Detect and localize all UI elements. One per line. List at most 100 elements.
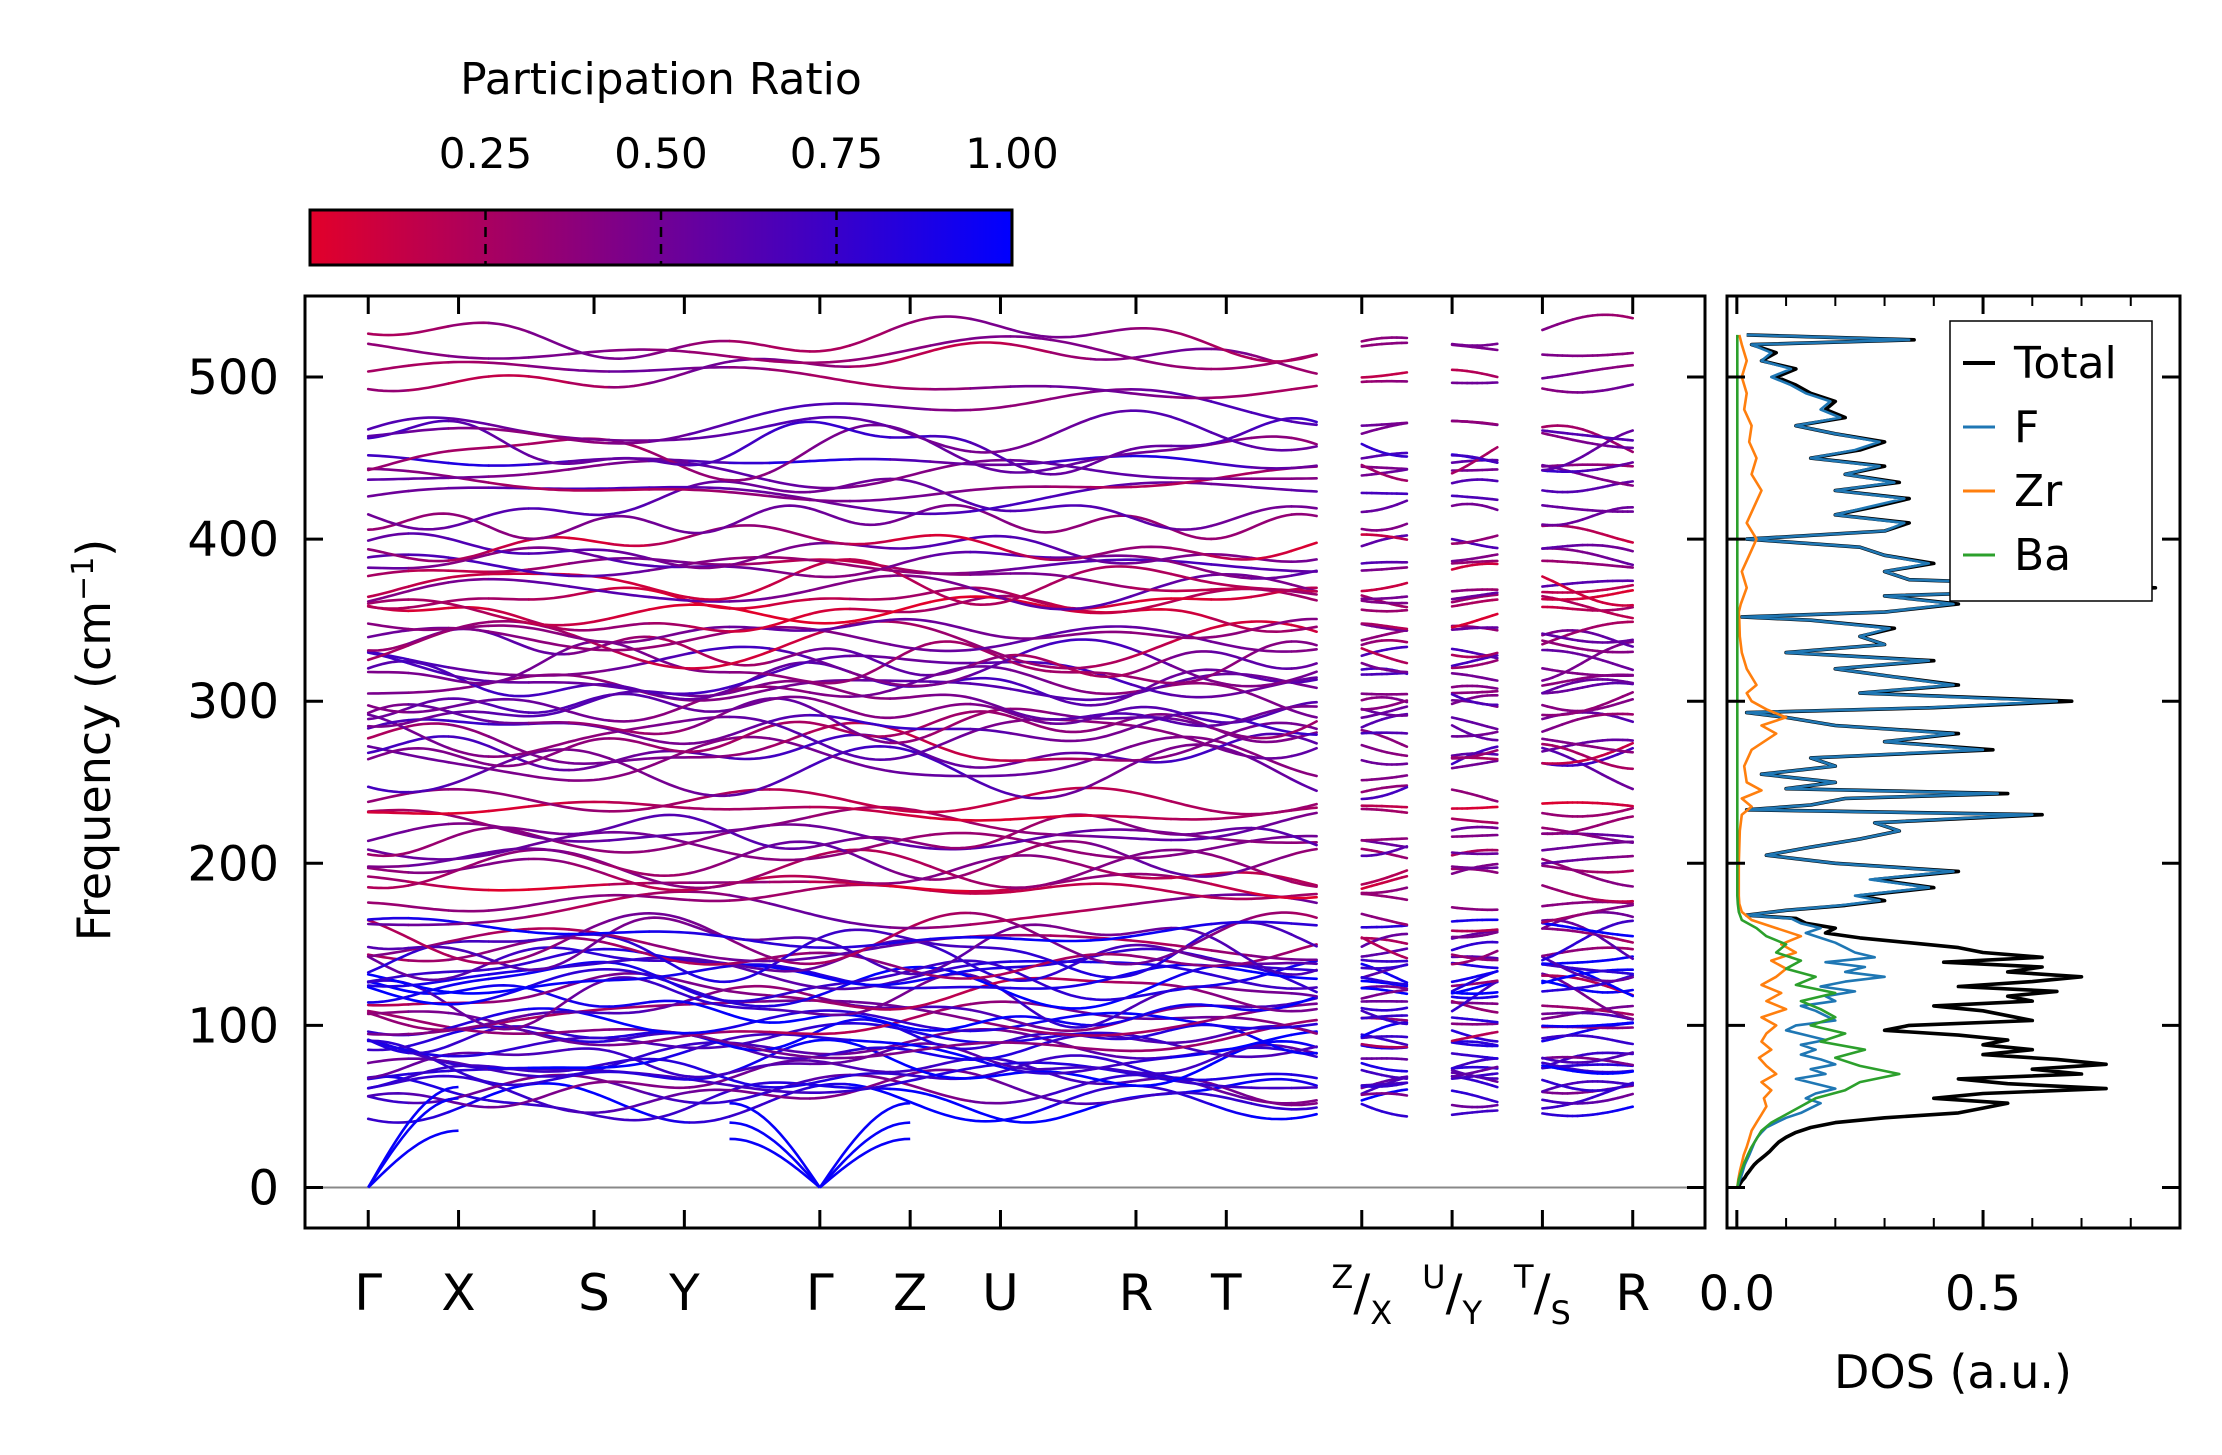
- phonon-branch: [1626, 698, 1634, 702]
- phonon-branch: [1290, 877, 1318, 887]
- phonon-branch: [647, 703, 691, 720]
- phonon-branch: [1169, 933, 1213, 956]
- phonon-branch: [1169, 870, 1213, 878]
- phonon-branch: [888, 679, 932, 683]
- phonon-branch: [1009, 920, 1052, 943]
- phonon-branch: [407, 923, 450, 927]
- phonon-branch: [1290, 911, 1318, 919]
- phonon-branch: [808, 912, 852, 924]
- phonon-branch: [1250, 1077, 1293, 1083]
- phonon-branch: [1089, 638, 1133, 650]
- phonon-branch: [808, 624, 852, 632]
- phonon-branch: [888, 1056, 932, 1076]
- phonon-branch: [407, 970, 450, 977]
- phonon-branch: [848, 744, 892, 752]
- phonon-branch: [1209, 587, 1253, 591]
- phonon-branch: [969, 586, 1012, 602]
- phonon-branch: [1626, 615, 1634, 620]
- phonon-branch: [447, 553, 490, 566]
- phonon-branch: [487, 597, 531, 601]
- phonon-branch: [1049, 1090, 1093, 1108]
- phonon-branch: [1049, 504, 1093, 509]
- phonon-branch: [969, 572, 1012, 576]
- phonon-branch: [527, 646, 571, 656]
- phonon-branch: [527, 774, 571, 782]
- phonon-branch: [928, 533, 972, 541]
- phonon-branch: [407, 1065, 450, 1079]
- phonon-branch: [1209, 1080, 1253, 1091]
- phonon-branch: [366, 713, 410, 732]
- phonon-branch: [607, 800, 651, 807]
- phonon-branch: [567, 748, 611, 760]
- phonon-branch: [1290, 662, 1318, 670]
- phonon-branch: [647, 690, 691, 696]
- phonon-branch: [969, 776, 1012, 796]
- phonon-branch: [1129, 586, 1173, 593]
- phonon-branch: [607, 685, 651, 694]
- phonon-branch: [888, 554, 932, 568]
- phonon-branch: [1129, 473, 1173, 480]
- phonon-branch: [647, 878, 691, 889]
- phonon-branch: [1490, 949, 1499, 955]
- phonon-branch: [848, 709, 892, 720]
- phonon-branch: [928, 863, 972, 879]
- phonon-branch: [928, 754, 972, 769]
- phonon-branch: [407, 671, 450, 681]
- phonon-branch: [1490, 1039, 1499, 1043]
- phonon-branch: [1169, 748, 1213, 763]
- phonon-branch: [567, 776, 611, 782]
- phonon-branch: [808, 458, 852, 463]
- phonon-branch: [447, 624, 490, 631]
- phonon-branch: [1009, 1018, 1052, 1029]
- phonon-branch: [808, 656, 852, 674]
- phonon-branch: [487, 735, 531, 755]
- phonon-branch: [1169, 681, 1213, 687]
- phonon-branch: [1626, 680, 1634, 685]
- phonon-branch: [447, 1052, 490, 1058]
- phonon-branch: [1169, 711, 1213, 717]
- phonon-branch: [1250, 549, 1293, 561]
- phonon-branch: [1169, 1017, 1213, 1026]
- phonon-branch: [688, 688, 731, 701]
- phonon-branch: [447, 1099, 490, 1109]
- phonon-branch: [1400, 1114, 1409, 1118]
- phonon-branch: [1626, 691, 1634, 696]
- phonon-branch: [1209, 482, 1253, 489]
- phonon-branch: [447, 697, 490, 706]
- phonon-branch: [487, 986, 531, 995]
- phonon-branch: [567, 1047, 611, 1053]
- phonon-branch: [969, 985, 1012, 990]
- phonon-branch: [928, 1010, 972, 1021]
- phonon-branch: [487, 761, 531, 768]
- phonon-branch: [1209, 461, 1253, 469]
- phonon-branch: [647, 885, 691, 892]
- phonon-branch: [1250, 1096, 1293, 1107]
- phonon-branch: [969, 1099, 1012, 1105]
- phonon-branch: [688, 741, 731, 754]
- phonon-branch: [407, 419, 450, 430]
- phonon-branch: [1250, 660, 1293, 671]
- phonon-branch: [487, 915, 531, 924]
- colorbar-tick-label: 0.50: [614, 129, 708, 178]
- phonon-branch: [969, 762, 1012, 769]
- phonon-branch: [647, 930, 691, 935]
- phonon-branch: [527, 468, 571, 476]
- phonon-branch: [527, 897, 571, 907]
- phonon-branch: [1169, 847, 1213, 857]
- phonon-branch: [527, 637, 571, 648]
- phonon-branch: [1049, 631, 1093, 639]
- phonon-branch: [1009, 495, 1052, 507]
- phonon-branch: [366, 851, 410, 858]
- phonon-branch: [447, 1065, 490, 1084]
- phonon-branch: [1009, 592, 1052, 607]
- phonon-branch: [607, 757, 651, 764]
- phonon-branch: [407, 1074, 450, 1082]
- phonon-branch: [768, 566, 812, 587]
- phonon-branch: [487, 751, 531, 759]
- phonon-branch: [1129, 1047, 1173, 1053]
- phonon-branch: [1400, 1093, 1409, 1097]
- phonon-branch: [487, 1013, 531, 1025]
- phonon-branch: [527, 927, 571, 931]
- phonon-branch: [768, 857, 812, 862]
- phonon-branch: [1049, 845, 1093, 856]
